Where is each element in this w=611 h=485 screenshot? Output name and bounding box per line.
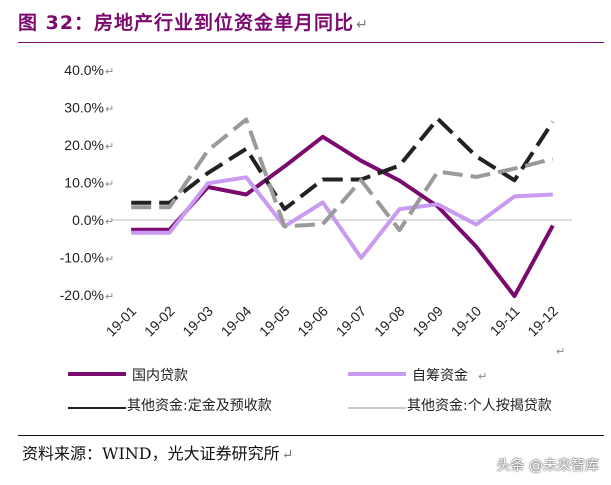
- return-mark: ↵: [105, 215, 114, 228]
- y-tick-label: 20.0%: [64, 137, 104, 153]
- return-mark: ↵: [556, 345, 565, 358]
- x-tick-label: 19-07: [333, 303, 370, 340]
- return-mark: ↵: [478, 370, 487, 383]
- return-mark: ↵: [105, 103, 114, 116]
- series-line: [131, 116, 555, 212]
- legend-label: 其他资金:定金及预收款: [127, 398, 272, 414]
- return-mark: ↵: [105, 290, 114, 303]
- y-tick-label: -10.0%: [60, 250, 104, 266]
- y-tick-label: 30.0%: [64, 100, 104, 116]
- x-tick-label: 19-03: [179, 303, 216, 340]
- x-tick-label: 19-02: [141, 303, 178, 340]
- x-tick-label: 19-09: [409, 303, 446, 340]
- x-tick-label: 19-12: [524, 303, 561, 340]
- series-line: [131, 175, 553, 260]
- x-tick-label: 19-08: [371, 303, 408, 340]
- legend-label: 国内贷款: [132, 368, 188, 384]
- x-tick-label: 19-11: [487, 303, 523, 339]
- return-mark: ↵: [105, 178, 114, 191]
- source-divider: [18, 435, 604, 436]
- y-tick-label: 0.0%: [72, 212, 104, 228]
- return-mark: ↵: [105, 65, 114, 78]
- return-mark: ↵: [105, 140, 114, 153]
- source-note: 资料来源：WIND，光大证券研究所 ↵: [22, 444, 294, 463]
- x-tick-label: 19-06: [294, 303, 331, 340]
- x-tick-label: 19-01: [103, 303, 140, 340]
- watermark: 头条 @未来智库: [496, 458, 599, 474]
- x-tick-label: 19-04: [218, 303, 255, 340]
- y-tick-label: -20.0%: [60, 287, 104, 303]
- y-tick-label: 40.0%: [64, 62, 104, 78]
- x-tick-label: 19-10: [448, 303, 485, 340]
- y-tick-label: 10.0%: [64, 175, 104, 191]
- page-title: 图 32：房地产行业到位资金单月同比 ↵: [18, 12, 369, 34]
- legend-label: 自筹资金: [412, 367, 468, 384]
- legend-label: 其他资金:个人按揭贷款: [407, 398, 552, 414]
- x-tick-label: 19-05: [256, 303, 293, 340]
- return-mark: ↵: [105, 253, 114, 266]
- title-divider: [18, 42, 604, 43]
- series-line: [131, 117, 554, 233]
